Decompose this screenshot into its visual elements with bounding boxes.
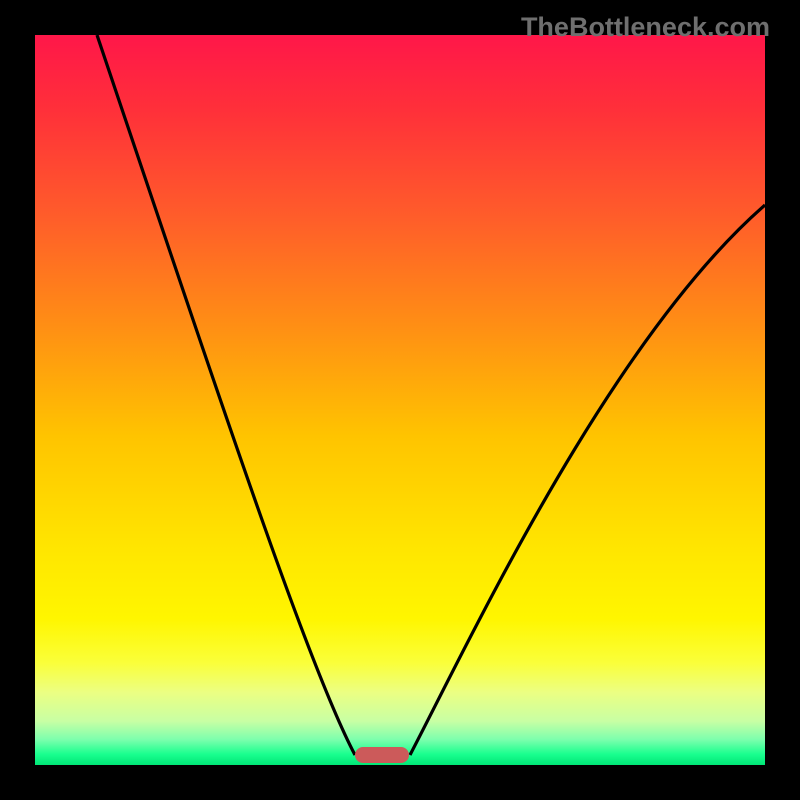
optimum-marker: [355, 747, 409, 763]
watermark-text: TheBottleneck.com: [521, 12, 770, 43]
curve-overlay: [0, 0, 800, 800]
left-curve: [97, 35, 355, 755]
chart-frame: TheBottleneck.com: [0, 0, 800, 800]
right-curve: [410, 205, 765, 755]
